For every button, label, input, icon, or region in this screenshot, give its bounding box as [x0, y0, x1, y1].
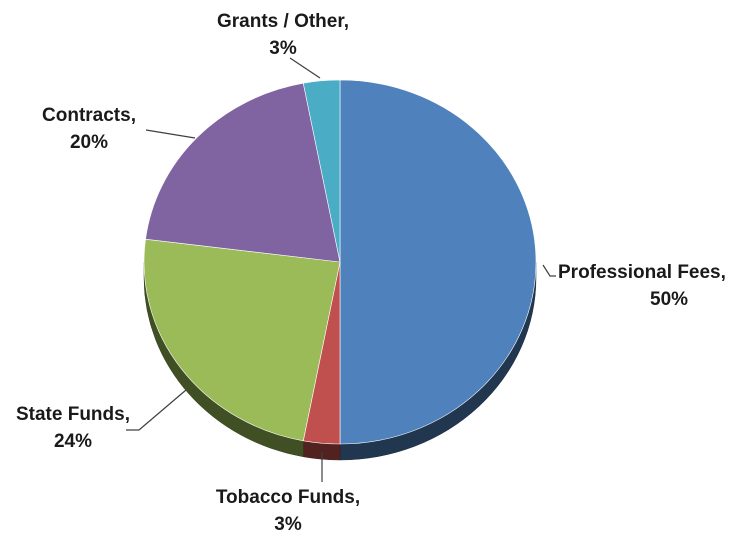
slice-label-contracts: Contracts, 20%: [42, 105, 136, 153]
slice-label-grants-other: Grants / Other, 3%: [217, 11, 349, 59]
leader-line-grants-other: [289, 57, 321, 79]
pie-slice-state-funds: [143, 238, 341, 442]
leader-line-professional-fees: [542, 264, 556, 277]
pie-slice-contracts: [145, 82, 341, 263]
pie-slices: [143, 79, 537, 445]
slice-label-state-funds: State Funds, 24%: [16, 404, 130, 452]
leader-line-contracts: [145, 129, 196, 139]
slice-label-professional-fees: Professional Fees, 50%: [558, 262, 726, 310]
slice-labels: Professional Fees, 50% Tobacco Funds, 3% Sta…: [16, 11, 726, 535]
label-leader-lines: [126, 57, 556, 482]
leader-line-state-funds: [126, 389, 187, 431]
pie-slice-professional-fees: [339, 79, 537, 445]
pie-slice-grants-other: [302, 79, 341, 263]
slice-label-tobacco-funds: Tobacco Funds, 3%: [216, 487, 360, 535]
